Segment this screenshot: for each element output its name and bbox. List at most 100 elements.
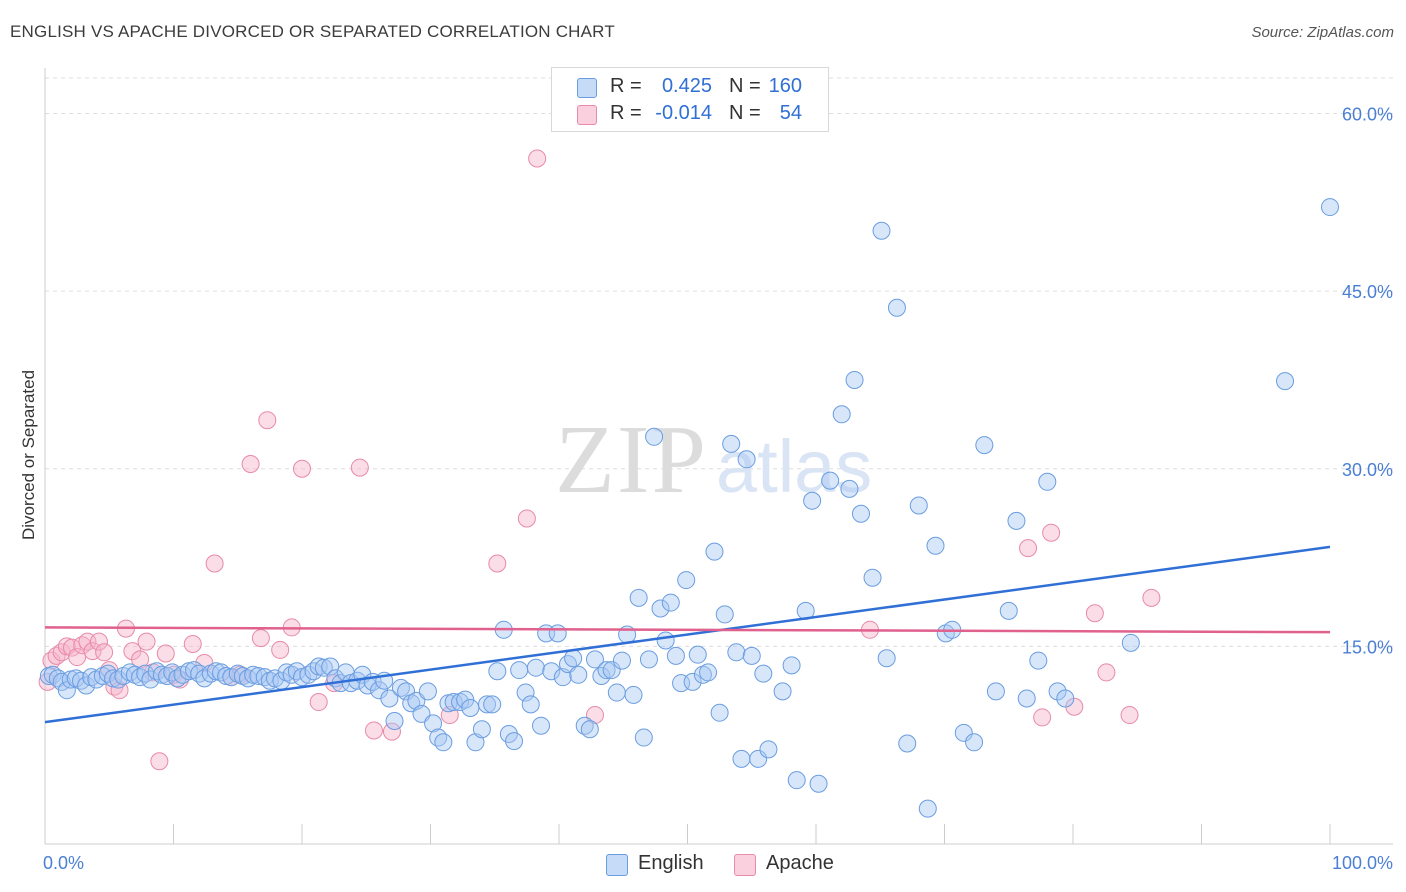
y-tick-label: 15.0%: [1342, 637, 1393, 657]
apache-point: [258, 411, 277, 430]
apache-point: [1120, 706, 1139, 725]
apache-point: [95, 643, 114, 662]
english-point: [975, 436, 994, 455]
english-point: [672, 674, 691, 693]
english-point: [580, 720, 599, 739]
english-point: [832, 405, 851, 424]
apache-point: [1097, 663, 1116, 682]
apache-point: [205, 554, 224, 573]
trend-lines: [44, 545, 1331, 724]
apache-point: [137, 632, 156, 651]
apache-n-value: 54: [779, 102, 802, 124]
watermark: ZIP atlas: [555, 406, 872, 514]
english-point: [840, 479, 859, 498]
english-point: [314, 658, 333, 677]
apache-point: [156, 644, 175, 663]
english-point: [109, 670, 128, 689]
english-point: [429, 728, 448, 747]
english-point: [773, 682, 792, 701]
english-point: [666, 646, 685, 665]
english-point: [228, 664, 247, 683]
english-point: [803, 491, 822, 510]
english-point: [661, 593, 680, 612]
english-point: [926, 536, 945, 555]
english-point: [1276, 372, 1295, 391]
apache-point: [1019, 539, 1038, 558]
english-point: [607, 683, 626, 702]
english-point: [705, 542, 724, 561]
english-point: [43, 665, 62, 684]
series-legend: English Apache: [0, 852, 1406, 878]
english-point: [727, 643, 746, 662]
apache-point: [271, 640, 290, 659]
english-point: [472, 720, 491, 739]
chart-source: Source: ZipAtlas.com: [1251, 24, 1394, 41]
english-point: [451, 693, 470, 712]
english-point: [526, 658, 545, 677]
x-tick-label: 100.0%: [1332, 853, 1393, 873]
english-point: [602, 661, 621, 680]
apache-point: [309, 693, 328, 712]
english-point: [321, 657, 340, 676]
english-point: [597, 661, 616, 680]
english-n-value: 160: [768, 75, 802, 97]
english-point: [575, 716, 594, 735]
english-point: [634, 728, 653, 747]
english-point: [909, 496, 928, 515]
english-point: [677, 571, 696, 590]
english-point: [965, 733, 984, 752]
english-point: [787, 771, 806, 790]
apache-point: [1033, 708, 1052, 727]
tick-labels: 15.0% 30.0% 45.0% 60.0% 0.0% 100.0%: [43, 105, 1393, 873]
english-point: [759, 740, 778, 759]
english-point: [516, 683, 535, 702]
english-point: [418, 682, 437, 701]
y-axis-label: Divorced or Separated: [19, 370, 38, 540]
apache-n-label: N =: [729, 102, 761, 124]
english-point: [1029, 651, 1048, 670]
english-point: [612, 651, 631, 670]
english-point: [749, 749, 768, 768]
apache-point: [83, 642, 102, 661]
apache-point: [150, 752, 169, 771]
english-point: [385, 711, 404, 730]
english-point: [478, 695, 497, 714]
watermark-zip: ZIP: [555, 406, 708, 514]
english-point: [710, 703, 729, 722]
english-point: [195, 669, 214, 688]
english-point: [887, 298, 906, 317]
english-point: [645, 427, 664, 446]
english-point: [380, 689, 399, 708]
english-trend-line: [44, 545, 1331, 724]
apache-point: [47, 646, 66, 665]
english-point: [898, 734, 917, 753]
english-point: [434, 733, 453, 752]
english-point: [986, 682, 1005, 701]
english-point: [564, 649, 583, 668]
apache-point: [1042, 523, 1061, 542]
english-point: [304, 662, 323, 681]
apache-point: [517, 509, 536, 528]
apache-point: [293, 459, 311, 478]
english-point: [585, 650, 604, 669]
english-point: [488, 662, 507, 681]
english-point: [683, 672, 702, 691]
english-point: [461, 698, 480, 717]
apache-point: [241, 455, 260, 474]
english-point: [872, 221, 891, 240]
apache-point: [68, 648, 87, 667]
english-point: [656, 631, 675, 650]
english-point: [737, 450, 756, 469]
english-point: [1121, 633, 1140, 652]
apache-r-value: -0.014: [655, 102, 712, 124]
english-point: [71, 671, 90, 690]
apache-point: [1142, 588, 1161, 607]
english-point: [1038, 472, 1057, 491]
apache-point: [251, 629, 270, 648]
english-point: [466, 733, 485, 752]
english-point: [1048, 682, 1067, 701]
english-point: [483, 695, 502, 714]
english-legend-label: English: [638, 852, 704, 874]
english-point: [715, 605, 734, 624]
